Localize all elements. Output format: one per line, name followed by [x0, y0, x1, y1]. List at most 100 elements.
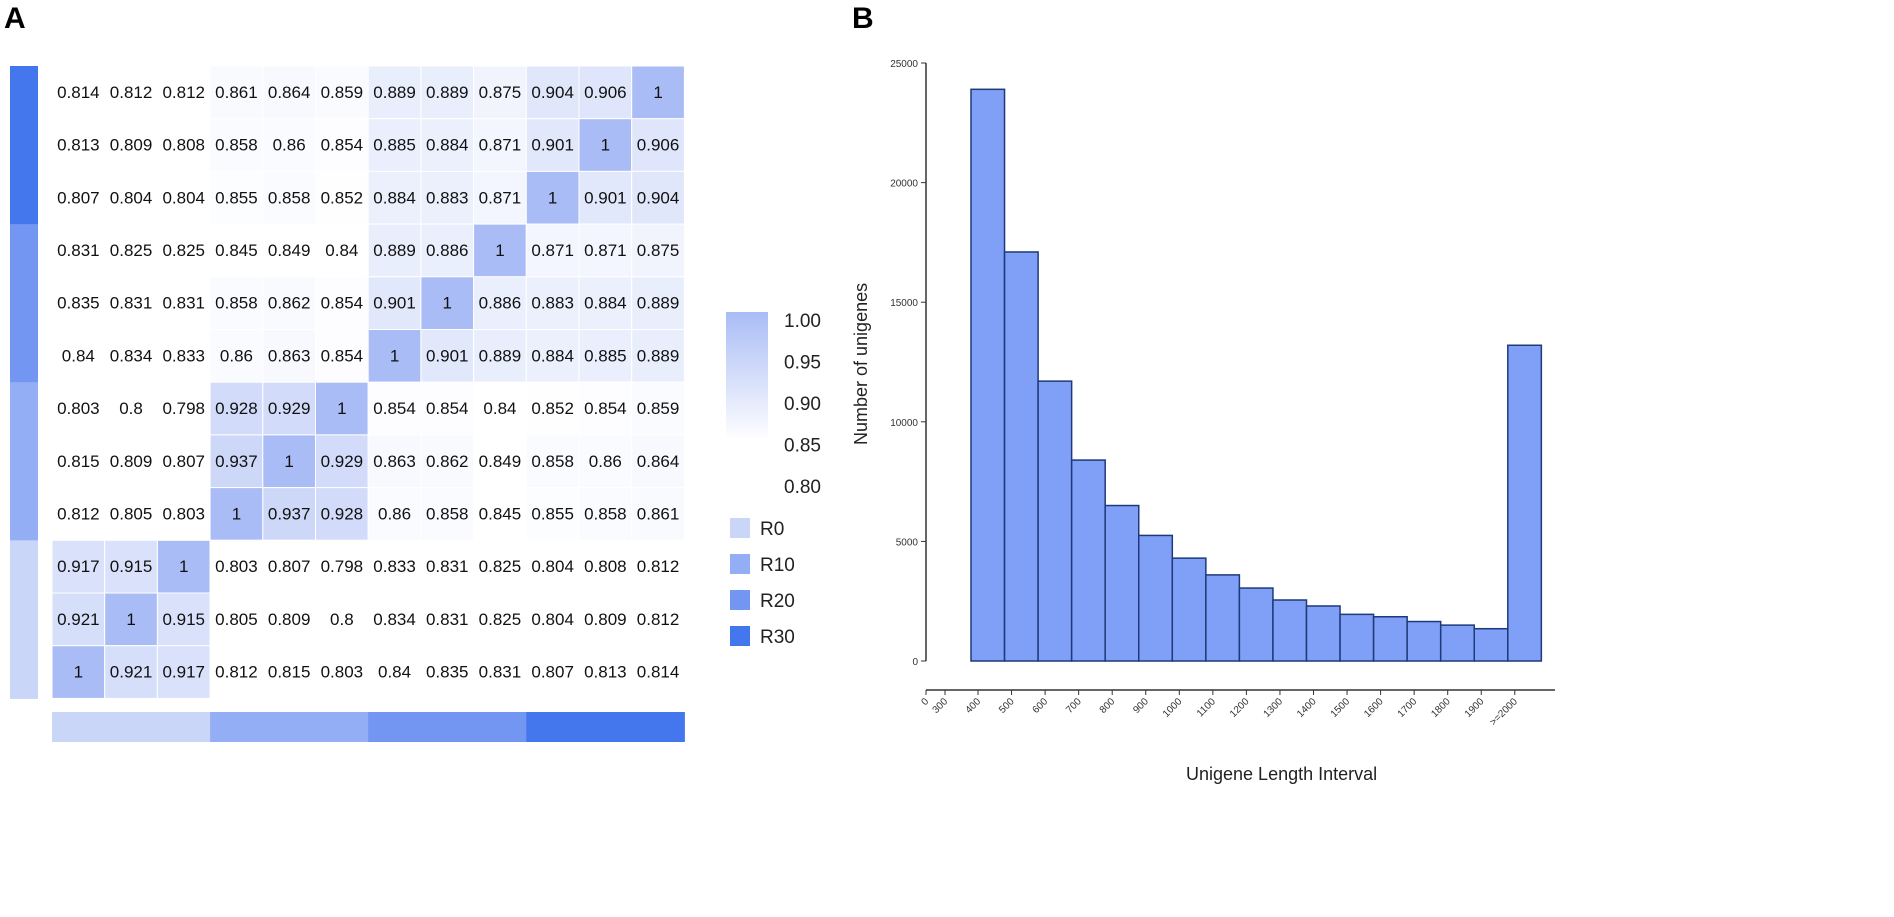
cell-value: 0.928 [215, 399, 258, 418]
y-tick-label: 5000 [896, 537, 919, 548]
cell-value: 0.86 [589, 452, 622, 471]
heatmap-cell [262, 118, 316, 172]
heatmap-cell [367, 276, 422, 330]
cell-value: 0.803 [57, 399, 100, 418]
heatmap-cell [156, 276, 211, 330]
heatmap-cell [367, 592, 422, 647]
x-tick-label: 900 [1131, 696, 1151, 716]
heatmap-cell [578, 645, 633, 699]
heatmap-cell [51, 170, 106, 225]
heatmap-cell [209, 223, 264, 278]
heatmap-cell [315, 487, 369, 541]
cell-value: 0.812 [110, 83, 153, 102]
cell-value: 0.798 [321, 557, 364, 576]
heatmap-cell [104, 487, 158, 541]
histogram-bar [1305, 605, 1341, 662]
heatmap-cell [104, 592, 158, 647]
histogram-bar [970, 88, 1006, 662]
heatmap-cell [104, 276, 158, 330]
cell-value: 0.928 [321, 504, 364, 523]
heatmap-cell [420, 118, 475, 172]
row-group-bar [10, 224, 38, 278]
heatmap-cell [631, 381, 685, 436]
heatmap-cell [209, 118, 264, 172]
cell-value: 0.849 [479, 452, 522, 471]
cell-value: 0.809 [110, 136, 153, 155]
cell-value: 0.849 [268, 241, 311, 260]
cell-value: 0.861 [215, 83, 258, 102]
heatmap-cell [367, 381, 422, 436]
cell-value: 0.861 [637, 504, 680, 523]
cell-value: 0.858 [531, 452, 574, 471]
cell-value: 1 [284, 452, 293, 471]
cell-value: 0.885 [584, 346, 627, 365]
x-tick-label: 500 [997, 696, 1017, 716]
heatmap-cell [315, 223, 369, 278]
cell-value: 0.84 [483, 399, 516, 418]
cell-value: 1 [179, 557, 188, 576]
heatmap-cell [51, 276, 106, 330]
cell-value: 1 [74, 663, 83, 682]
row-group-bar [10, 487, 38, 541]
heatmap-cell [104, 65, 158, 120]
heatmap-cell [156, 487, 211, 541]
legend-swatch [730, 554, 750, 574]
row-group-bar [10, 171, 38, 225]
cell-value: 0.854 [321, 294, 364, 313]
row-group-bar [10, 276, 38, 330]
col-group-bar [368, 712, 422, 742]
row-group-bar [10, 434, 38, 489]
heatmap-cell [631, 539, 685, 594]
heatmap-cell [209, 539, 264, 594]
heatmap-cell [473, 118, 527, 172]
cell-value: 0.884 [426, 136, 469, 155]
cell-value: 0.871 [584, 241, 627, 260]
cell-value: 0.807 [57, 188, 100, 207]
cell-value: 0.809 [110, 452, 153, 471]
cell-value: 0.834 [110, 346, 153, 365]
row-group-bar [10, 66, 38, 120]
cell-value: 0.831 [479, 663, 522, 682]
heatmap-cell [262, 381, 316, 436]
heatmap-cell [367, 329, 422, 383]
cell-value: 0.883 [531, 294, 574, 313]
x-tick-label: 800 [1098, 696, 1118, 716]
cell-value: 0.808 [162, 136, 205, 155]
cell-value: 0.84 [62, 346, 95, 365]
heatmap-cell [420, 539, 475, 594]
heatmap-cell [578, 434, 633, 489]
col-group-bar [526, 712, 580, 742]
cell-value: 1 [443, 294, 452, 313]
histogram-bar [1104, 504, 1140, 662]
cell-value: 0.864 [637, 452, 680, 471]
heatmap-cell [473, 223, 527, 278]
cell-value: 0.889 [373, 241, 416, 260]
cell-value: 0.84 [378, 663, 411, 682]
histogram-bar [1238, 587, 1274, 662]
col-group-bar [52, 712, 106, 742]
heatmap-cell [367, 170, 422, 225]
group-legend: R0 R10 R20 R30 [730, 518, 795, 648]
cell-value: 0.889 [373, 83, 416, 102]
x-tick-label: 1000 [1161, 696, 1185, 720]
cell-value: 0.858 [215, 294, 258, 313]
col-group-bar [579, 712, 633, 742]
y-axis-label: Number of unigenes [851, 283, 871, 445]
x-tick-label: 1700 [1396, 696, 1420, 720]
cell-value: 1 [390, 346, 399, 365]
cell-value: 0.809 [268, 610, 311, 629]
histogram-bar [1339, 613, 1375, 662]
panel-label-b: B [852, 2, 874, 35]
cell-value: 1 [548, 188, 557, 207]
heatmap-cell [262, 434, 316, 489]
heatmap-cell [156, 65, 211, 120]
heatmap-cell [156, 170, 211, 225]
heatmap-cell [578, 118, 633, 172]
cell-value: 0.889 [637, 294, 680, 313]
col-group-bar [262, 712, 316, 742]
cell-value: 0.906 [637, 136, 680, 155]
y-tick-label: 25000 [890, 59, 918, 70]
cell-value: 0.814 [637, 663, 680, 682]
cell-value: 0.86 [378, 504, 411, 523]
histogram-bar [1003, 251, 1039, 662]
